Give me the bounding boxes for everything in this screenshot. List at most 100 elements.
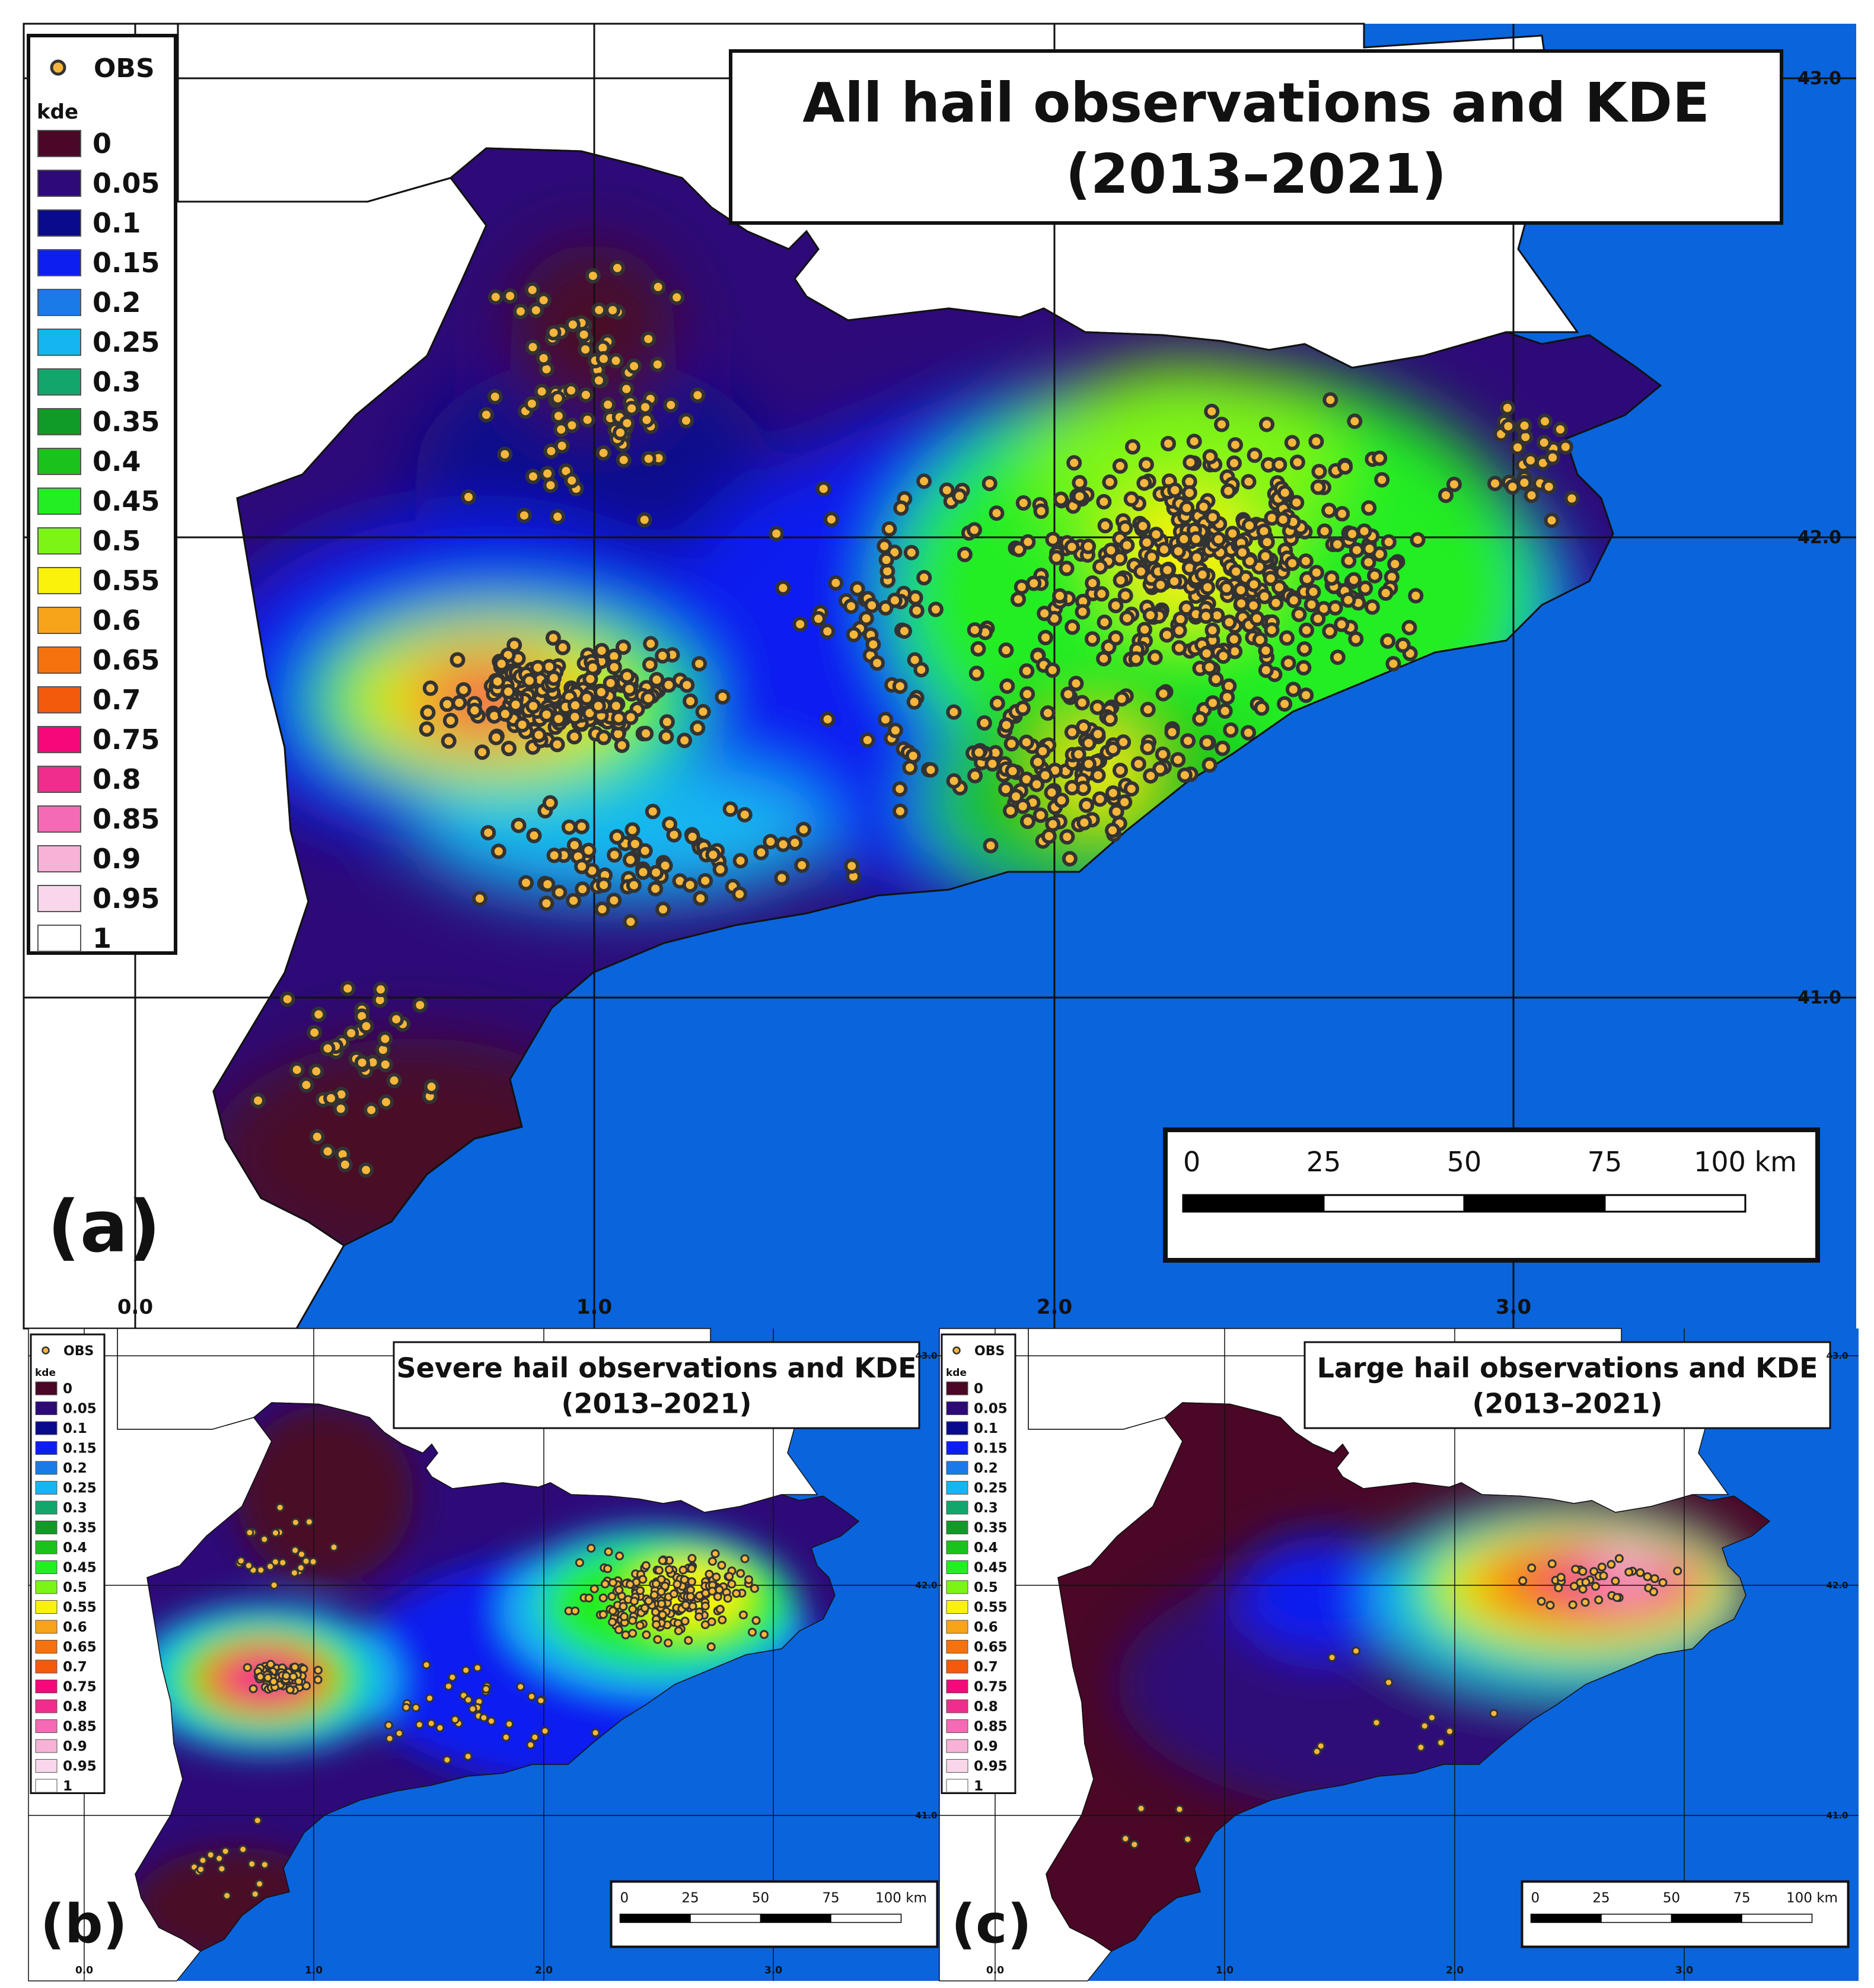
obs-point	[1189, 550, 1205, 566]
obs-points-a	[250, 260, 1580, 1178]
legend-label: 0.4	[93, 445, 141, 477]
obs-point	[1348, 631, 1364, 647]
obs-point	[313, 1675, 323, 1684]
obs-point	[1324, 570, 1340, 586]
obs-point	[608, 1617, 617, 1627]
obs-point	[1108, 630, 1124, 646]
obs-point	[266, 1562, 275, 1571]
obs-point	[245, 1528, 254, 1537]
obs-point	[493, 656, 509, 672]
obs-point	[385, 1734, 394, 1743]
obs-point	[555, 639, 571, 655]
obs-point	[1219, 689, 1235, 705]
obs-point	[576, 327, 592, 343]
scale-segment	[760, 1913, 831, 1923]
legend-swatch	[37, 249, 81, 276]
obs-point	[377, 1057, 393, 1072]
obs-point	[1019, 686, 1035, 702]
obs-point	[651, 1579, 661, 1589]
obs-point	[412, 997, 428, 1013]
obs-point	[1219, 580, 1235, 596]
obs-point	[1570, 1582, 1579, 1591]
obs-point	[1068, 676, 1084, 692]
legend-obs-icon	[42, 1346, 50, 1355]
obs-point	[591, 372, 607, 388]
obs-point	[1140, 702, 1156, 718]
obs-point	[700, 1620, 710, 1629]
legend-swatch	[946, 1461, 968, 1475]
obs-point	[697, 873, 713, 889]
obs-point	[615, 1551, 624, 1560]
obs-point	[1114, 691, 1130, 707]
obs-point	[621, 1630, 630, 1640]
lat-label: 41.0	[1797, 987, 1841, 1008]
legend-label: 0.2	[974, 1461, 998, 1476]
obs-point	[1524, 488, 1540, 504]
obs-point	[686, 1592, 695, 1601]
obs-point	[248, 1684, 258, 1693]
legend-label: 0.05	[974, 1401, 1008, 1417]
obs-point	[636, 512, 652, 528]
obs-point	[1186, 434, 1202, 450]
legend-swatch	[35, 1759, 58, 1773]
obs-point	[1257, 588, 1273, 604]
obs-point	[655, 901, 671, 917]
obs-point	[905, 748, 921, 764]
legend-a: OBS kde 0 0.05 0.1 0.15 0.2 0.25 0.3 0.35 0.4 0.45 0…	[27, 34, 177, 955]
obs-point	[794, 857, 810, 873]
obs-point	[1076, 719, 1092, 735]
obs-point	[687, 1577, 696, 1586]
obs-point	[606, 660, 622, 675]
obs-point	[1026, 575, 1042, 591]
obs-point	[512, 304, 528, 320]
obs-point	[906, 694, 922, 710]
obs-point	[526, 827, 542, 843]
obs-point	[1220, 483, 1236, 499]
obs-point	[717, 1560, 726, 1570]
legend-swatch	[946, 1719, 968, 1733]
obs-point	[482, 1684, 491, 1694]
legend-label: 0.25	[63, 1481, 97, 1496]
panel-a-letter: (a)	[47, 1186, 161, 1269]
coord-labels-a: 43.0 42.0 41.0 0.0 1.0 2.0 3.0	[117, 68, 1841, 1319]
obs-point	[1117, 520, 1133, 536]
obs-point	[247, 1859, 257, 1869]
obs-point	[450, 1715, 460, 1724]
obs-point	[623, 852, 638, 868]
obs-point	[769, 525, 785, 541]
obs-point	[723, 1594, 732, 1603]
obs-point	[1102, 474, 1118, 490]
obs-point	[624, 822, 640, 838]
obs-point	[1171, 623, 1187, 639]
obs-point	[650, 279, 666, 295]
obs-point	[401, 1703, 411, 1712]
obs-point	[1175, 1805, 1184, 1814]
obs-point	[1591, 1582, 1600, 1591]
obs-point	[638, 725, 654, 741]
obs-point	[1334, 616, 1350, 632]
obs-point	[448, 1672, 457, 1682]
obs-point	[584, 1594, 594, 1602]
obs-point	[1188, 531, 1204, 547]
obs-point	[1380, 633, 1396, 649]
obs-point	[1198, 608, 1214, 624]
obs-point	[255, 1879, 264, 1888]
obs-point	[461, 1665, 471, 1675]
obs-point	[637, 843, 653, 859]
scale-segment	[1182, 1194, 1325, 1213]
obs-point	[846, 627, 862, 642]
panel-a-title-box: All hail observations and KDE (2013–2021…	[729, 49, 1783, 225]
obs-point	[1214, 416, 1229, 432]
obs-point	[1037, 606, 1053, 622]
obs-point	[1103, 543, 1119, 558]
obs-point	[585, 660, 601, 676]
obs-point	[1038, 630, 1053, 645]
lat-label: 41.0	[915, 1810, 937, 1821]
obs-point	[578, 387, 594, 403]
legend-label: 0.9	[63, 1739, 87, 1754]
obs-point	[372, 982, 388, 998]
legend-label: 0.95	[63, 1759, 97, 1774]
obs-point	[571, 1606, 580, 1616]
obs-point	[553, 422, 569, 438]
obs-point	[1167, 574, 1183, 590]
